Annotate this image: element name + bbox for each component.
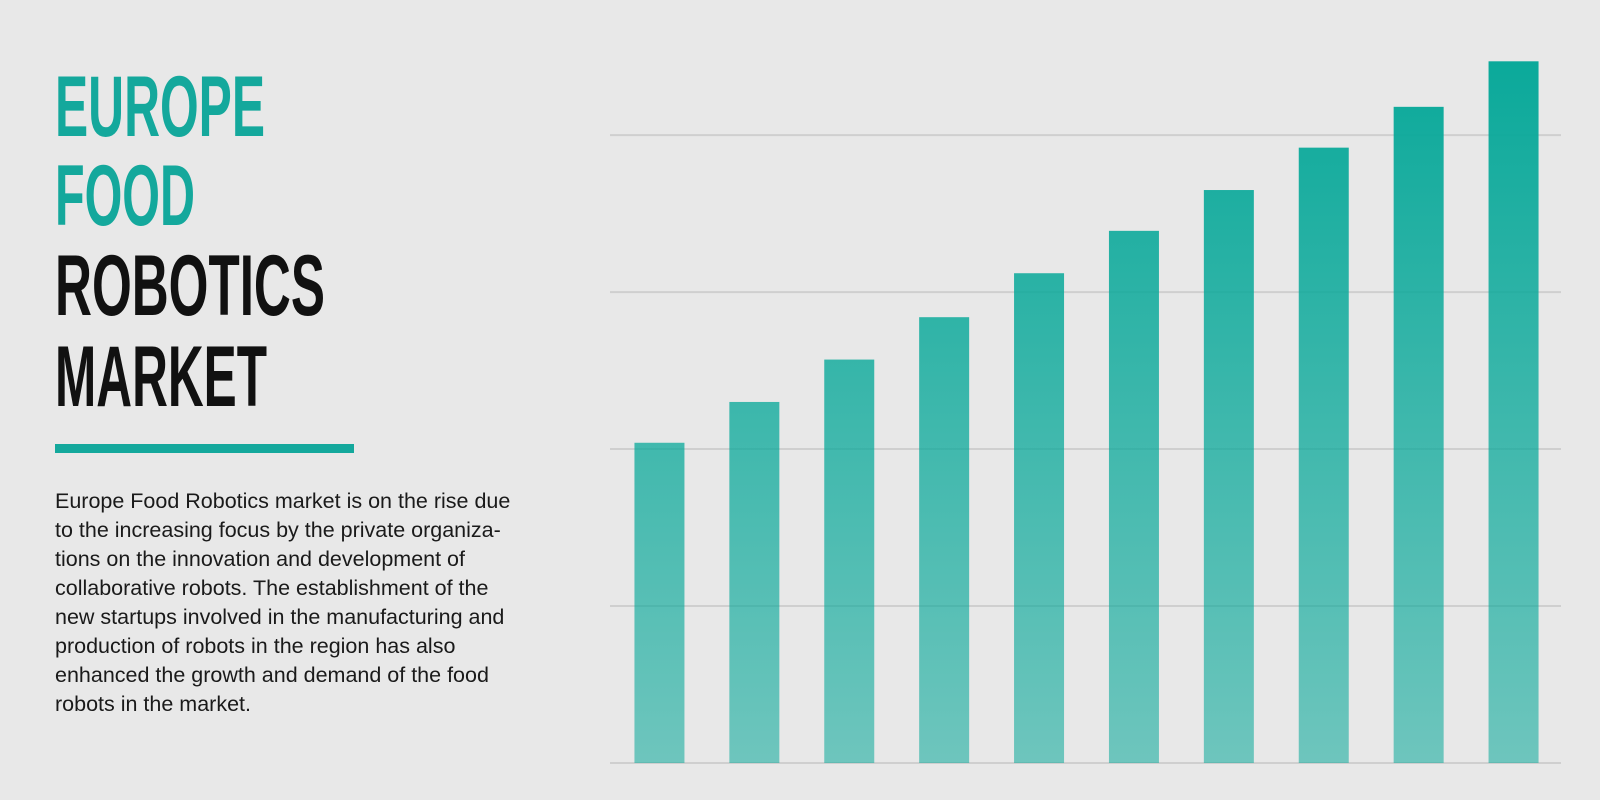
description: Europe Food Robotics market is on the ri…: [55, 487, 510, 719]
description-line: enhanced the growth and demand of the fo…: [55, 663, 489, 687]
description-line: new startups involved in the manufacturi…: [55, 605, 505, 629]
description-line: to the increasing focus by the private o…: [55, 518, 501, 542]
bar: [1108, 230, 1159, 763]
bar: [1488, 61, 1539, 764]
title-line: MARKET: [55, 329, 267, 425]
bar: [919, 317, 970, 763]
description-line: robots in the market.: [55, 692, 251, 716]
bar: [1393, 106, 1444, 763]
title-line: ROBOTICS: [55, 238, 325, 334]
title-line: FOOD: [55, 148, 195, 244]
description-line: tions on the innovation and development …: [55, 547, 465, 571]
description-line: Europe Food Robotics market is on the ri…: [55, 489, 511, 513]
bar: [729, 401, 780, 763]
bar: [824, 359, 875, 763]
title-line: EUROPE: [55, 59, 265, 155]
bar: [1203, 190, 1254, 763]
title-underline: [55, 444, 354, 453]
description-line: production of robots in the region has a…: [55, 634, 456, 658]
bar: [1298, 147, 1349, 764]
bar: [634, 442, 685, 763]
bar: [1014, 273, 1065, 763]
description-line: collaborative robots. The establishment …: [55, 576, 489, 600]
bar-chart: [610, 61, 1561, 764]
